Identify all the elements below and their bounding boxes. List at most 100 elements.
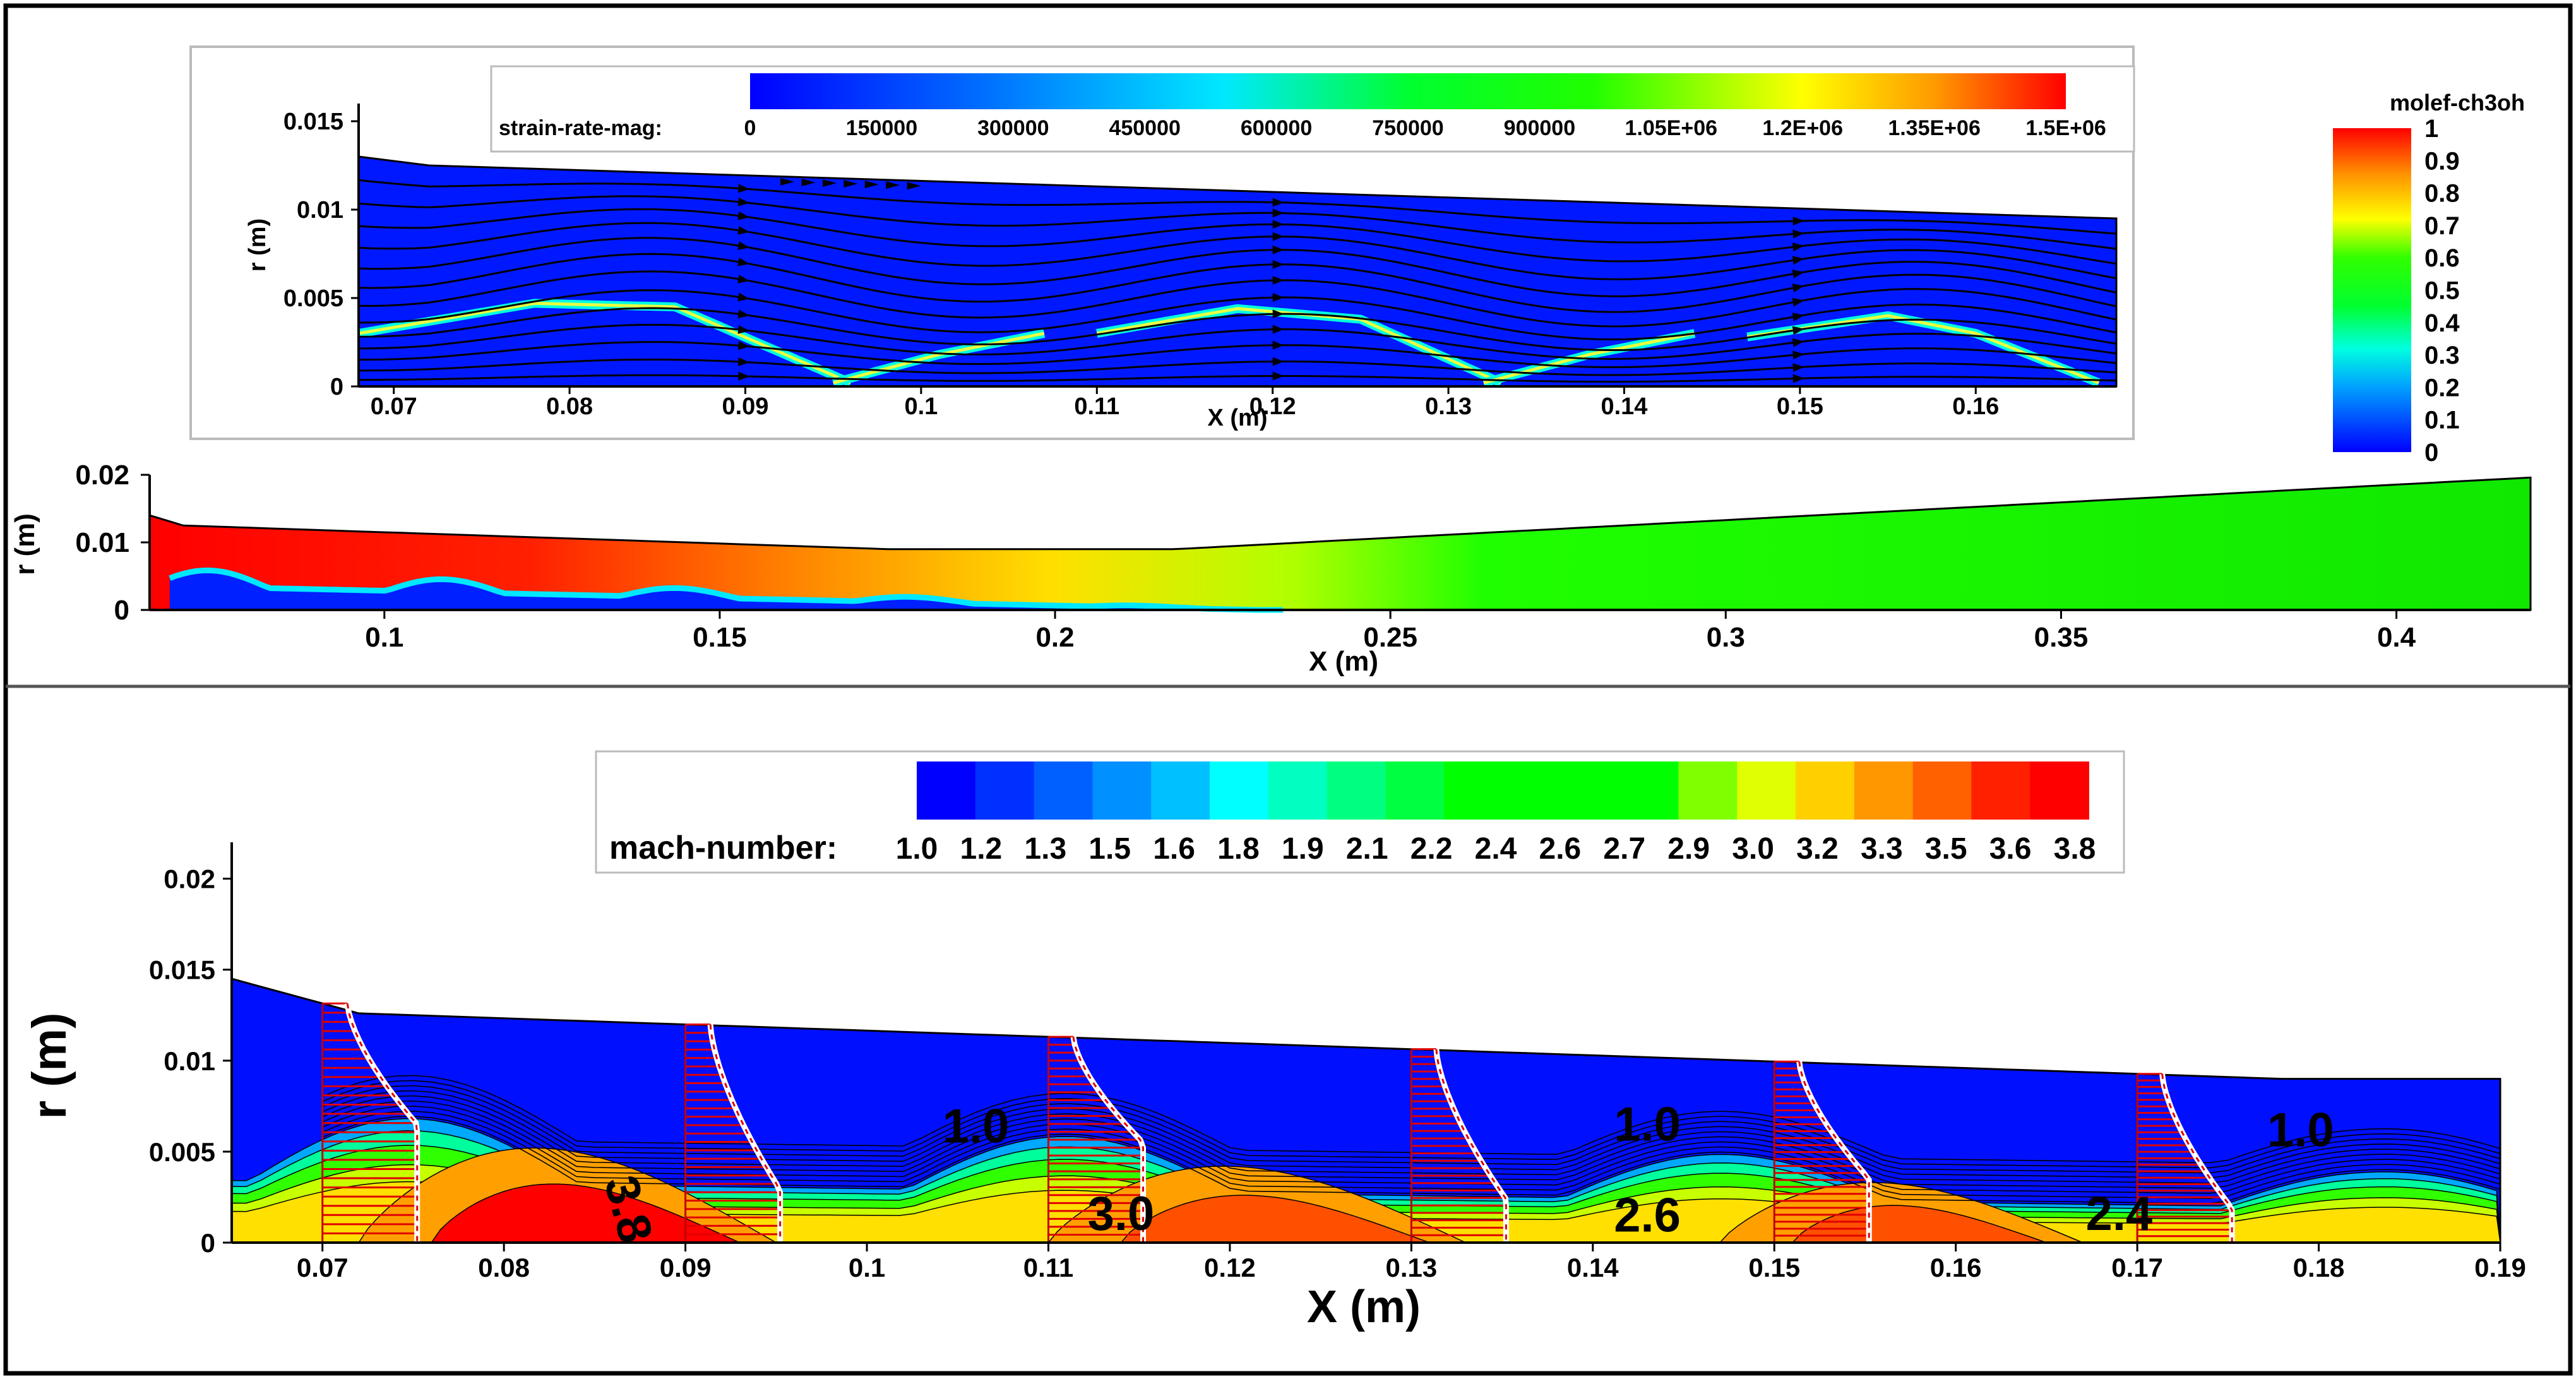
mach-legend-label: 1.8	[1217, 832, 1260, 866]
streamline-arrow	[864, 181, 879, 189]
streamline	[358, 253, 2117, 313]
streamline-arrow	[1272, 357, 1284, 366]
strain-x-tick-label: 0.07	[371, 393, 417, 420]
mach-legend-label: 2.7	[1603, 832, 1645, 866]
mach-legend-title: mach-number:	[609, 830, 837, 866]
mach-contour-bands	[231, 1118, 2501, 1243]
streamline	[358, 208, 2117, 265]
mach-swatch	[975, 761, 1035, 820]
streamline-arrow	[737, 211, 750, 220]
mach-swatch	[1268, 761, 1328, 820]
mach-y-tick-label: 0.02	[164, 864, 215, 894]
streamline-arrow	[737, 292, 750, 302]
mach-panel: mach-number: 1.0 1.2 1.3 1.5 1.6 1.8 1.9 2.1 2.2…	[23, 750, 2526, 1332]
mach-legend-label: 2.6	[1539, 832, 1582, 866]
streamline-arrow	[1272, 220, 1284, 229]
mach-legend-label: 3.8	[2054, 832, 2096, 866]
mach-legend-label: 2.2	[1410, 832, 1453, 866]
molef-colorbar	[2333, 128, 2411, 452]
mach-annotation: 1.0	[1614, 1098, 1681, 1152]
mach-y-ticks: 0 0.005 0.01 0.015 0.02	[149, 864, 232, 1258]
streamline-arrow	[1792, 313, 1804, 321]
streamline-arrow	[780, 177, 795, 186]
streamline-arrow	[844, 180, 858, 188]
molef-x-tick-label: 0.3	[1707, 622, 1745, 653]
streamline-arrow	[1792, 270, 1804, 278]
mach-x-tick-label: 0.07	[297, 1253, 349, 1282]
streamline-arrow	[1272, 293, 1284, 302]
velocity-profile-edge-dash	[709, 1024, 782, 1243]
streamlines	[358, 177, 2117, 383]
strain-legend-label: 1.05E+06	[1625, 116, 1718, 140]
mach-swatch	[1503, 761, 1562, 820]
streamline	[359, 374, 2117, 383]
mach-annotation: 1.0	[2267, 1103, 2334, 1157]
strain-colorbar	[750, 73, 2066, 109]
mach-y-tick-label: 0.01	[164, 1046, 215, 1076]
strain-rate-panel: strain-rate-mag: 0 150000 300000 450000 6000…	[189, 45, 2135, 440]
molef-legend-label: 0.5	[2424, 277, 2460, 305]
mach-x-tick-label: 0.13	[1385, 1253, 1437, 1282]
strain-legend-label: 0	[744, 116, 756, 140]
mach-hot-core	[1119, 1195, 1430, 1243]
mach-x-tick-label: 0.18	[2293, 1253, 2345, 1282]
mach-swatch	[917, 761, 976, 820]
mach-swatch	[1678, 761, 1738, 820]
strain-x-tick-label: 0.13	[1425, 393, 1472, 420]
strain-legend-label: 750000	[1372, 116, 1443, 140]
molef-x-tick-label: 0.25	[1363, 622, 1417, 653]
mach-legend-label: 3.3	[1861, 832, 1903, 866]
molef-legend-label: 0.3	[2424, 342, 2460, 369]
streamline-arrow	[822, 179, 837, 187]
streamline-arrow	[737, 357, 750, 366]
strain-x-label: X (m)	[1208, 405, 1268, 431]
mach-legend-label: 2.9	[1667, 832, 1710, 866]
streamline	[358, 341, 2117, 369]
strain-y-tick-label: 0.01	[297, 197, 343, 224]
strain-field-domain	[357, 155, 2118, 388]
strain-legend-label: 1.2E+06	[1762, 116, 1843, 140]
mach-y-tick-label: 0.015	[149, 955, 215, 985]
velocity-profiles	[321, 1002, 2235, 1244]
mach-x-tick-label: 0.19	[2474, 1253, 2526, 1282]
mach-x-tick-label: 0.08	[478, 1253, 530, 1282]
mach-legend-label: 2.4	[1475, 832, 1517, 866]
molef-legend-labels: 1 0.9 0.8 0.7 0.6 0.5 0.4 0.3 0.2 0.1 0	[2424, 115, 2460, 467]
mach-swatch	[1561, 761, 1621, 820]
mach-legend-label: 3.0	[1732, 832, 1774, 866]
mach-field-domain	[230, 977, 2501, 1244]
mach-swatch	[1737, 761, 1796, 820]
strain-legend-label: 1.35E+06	[1888, 116, 1981, 140]
molef-x-tick-label: 0.1	[365, 622, 403, 653]
mach-x-tick-label: 0.16	[1930, 1253, 1982, 1282]
mach-legend-label: 2.1	[1346, 832, 1388, 866]
streamline-arrow	[1272, 260, 1284, 269]
streamline-arrow	[737, 341, 750, 350]
streamline-arrow	[737, 197, 750, 206]
streamline-arrow	[1272, 371, 1284, 381]
mach-x-tick-label: 0.1	[849, 1253, 885, 1282]
mach-x-tick-label: 0.17	[2111, 1253, 2163, 1282]
mach-y-label: r (m)	[23, 1013, 76, 1119]
streamline-arrow	[886, 181, 900, 189]
molef-x-tick-label: 0.4	[2377, 622, 2416, 653]
strain-y-label: r (m)	[244, 218, 271, 272]
mach-x-tick-label: 0.14	[1567, 1253, 1619, 1282]
molef-legend-label: 0.6	[2424, 244, 2460, 272]
mach-swatch	[1385, 761, 1445, 820]
strain-legend-label: 450000	[1109, 116, 1180, 140]
molef-legend-label: 0.7	[2424, 212, 2460, 240]
strain-legend-label: 1.5E+06	[2025, 116, 2106, 140]
streamline-arrow	[1792, 374, 1804, 383]
streamline-arrow	[1792, 242, 1804, 252]
mach-swatch	[1971, 761, 2031, 820]
strain-legend-labels: 0 150000 300000 450000 600000 750000 900000 1.0…	[744, 116, 2106, 140]
streamline-arrow	[1792, 350, 1804, 360]
mach-legend-label: 1.6	[1153, 832, 1195, 866]
streamline-arrow	[907, 182, 921, 190]
mach-swatch	[1327, 761, 1386, 820]
mach-x-tick-label: 0.12	[1204, 1253, 1256, 1282]
molef-legend-label: 1	[2424, 115, 2438, 143]
streamline-arrow	[738, 371, 750, 381]
mach-y-tick-label: 0	[201, 1228, 215, 1258]
